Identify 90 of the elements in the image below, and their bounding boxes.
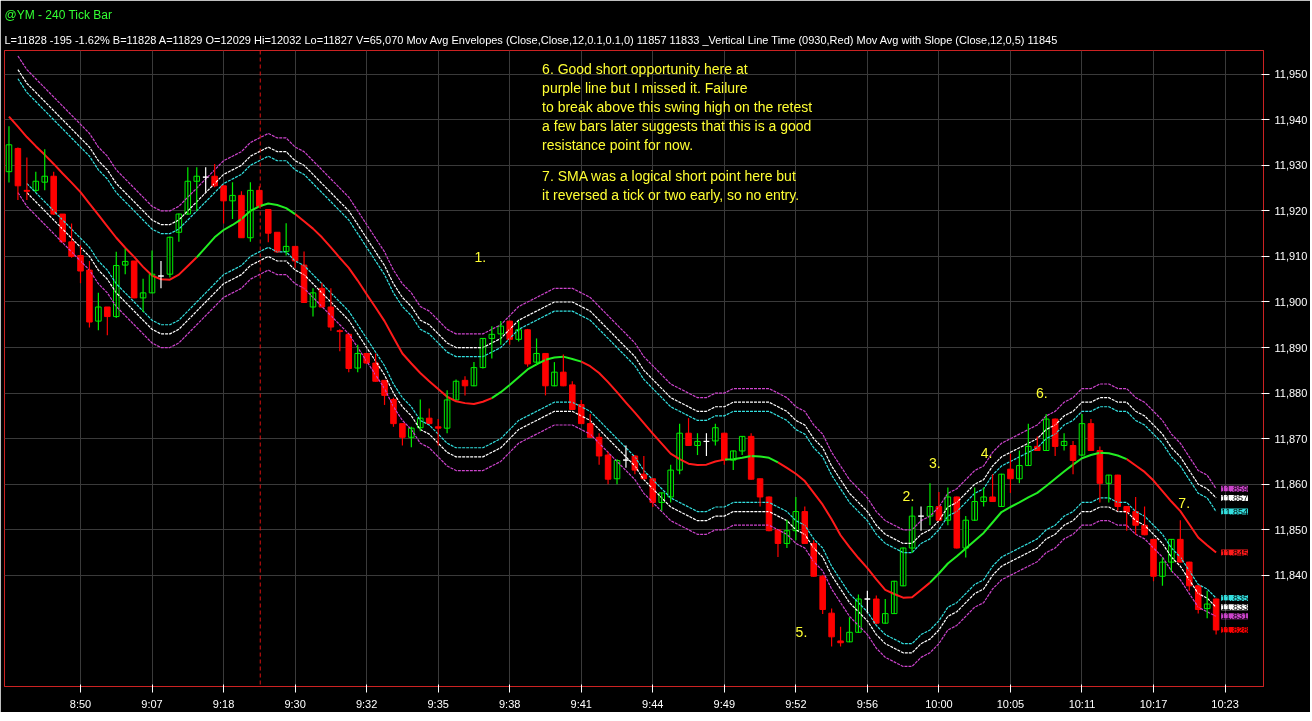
x-tick-label: 9:56 <box>856 697 879 710</box>
y-tick-label: 11,900 <box>1274 295 1308 308</box>
annotation: 3. <box>929 455 941 472</box>
x-tick-label: 10:00 <box>925 697 953 710</box>
y-tick-label: 11,860 <box>1274 478 1308 491</box>
candlestick <box>971 486 978 522</box>
x-tick-label: 8:50 <box>69 697 92 710</box>
data-label: 11,833 <box>1221 602 1248 613</box>
annotation: 6. <box>1036 385 1048 402</box>
data-label: 11,857 <box>1221 492 1248 503</box>
candlestick <box>890 580 898 615</box>
x-tick-label: 10:17 <box>1139 697 1168 710</box>
annotation: 7. SMA was a logical short point here but it reversed a tick or two early, so no entry. <box>542 167 800 203</box>
candlestick <box>1203 590 1211 619</box>
y-tick-label: 11,950 <box>1274 68 1308 81</box>
candlestick <box>273 231 281 254</box>
annotation: 1. <box>474 248 487 265</box>
annotation: 7. <box>1178 494 1191 511</box>
data-label: 11,835 <box>1221 593 1248 604</box>
candlestick <box>399 423 406 447</box>
y-tick-label: 11,920 <box>1274 204 1308 217</box>
candlestick <box>265 208 272 243</box>
candlestick <box>336 328 344 352</box>
candlestick <box>998 473 1005 508</box>
text: 11,828 <box>1221 625 1248 636</box>
candlestick <box>497 320 505 346</box>
candlestick <box>524 328 531 368</box>
x-tick-label: 9:18 <box>212 697 235 710</box>
candlestick <box>694 432 701 456</box>
y-tick-label: 11,940 <box>1274 113 1308 126</box>
candlestick <box>667 464 674 504</box>
x-tick-label: 9:49 <box>713 697 736 710</box>
candlestick <box>980 486 987 508</box>
candlestick <box>488 325 496 360</box>
candlestick <box>560 353 567 387</box>
y-tick-label: 11,840 <box>1274 569 1308 582</box>
annotation: 5. <box>795 624 808 641</box>
candlestick <box>881 598 889 625</box>
candlestick <box>1159 556 1166 587</box>
candlestick <box>434 418 442 447</box>
x-tick-label: 9:32 <box>355 697 378 710</box>
x-tick-label: 9:41 <box>570 697 592 710</box>
candlestick <box>685 417 692 447</box>
annotation: 2. <box>902 488 915 505</box>
candlestick <box>130 260 138 299</box>
x-tick-label: 9:30 <box>284 697 306 710</box>
candlestick <box>819 574 826 615</box>
y-tick-label: 11,890 <box>1274 341 1308 354</box>
candlestick <box>837 626 844 648</box>
candlestick <box>1114 474 1122 512</box>
candlestick <box>95 292 102 331</box>
candlestick <box>873 594 880 625</box>
candlestick <box>551 361 558 387</box>
data-label: 11,831 <box>1221 611 1248 622</box>
candlestick <box>1016 449 1023 484</box>
data-label: 11,845 <box>1221 547 1248 558</box>
x-tick-label: 9:07 <box>141 697 163 710</box>
candlestick <box>121 248 129 275</box>
x-tick-label: 9:35 <box>427 697 449 710</box>
data-label: 11,859 <box>1221 483 1248 494</box>
chart-title: @YM - 240 Tick Bar <box>4 7 113 22</box>
chart-subtitle: L=11828 -195 -1.62% B=11828 A=11829 O=12029 Hi=12032 Lo=11827 V=65,070 Mov Avg Envelopes (Close,Close,12,0.1,0.1,0) 11857 11833 _Vertical Line Time (0930,Red) Mov Avg with Slope (Close,12,0,5) 11845 <box>4 33 1058 46</box>
x-tick-label: 10:11 <box>1068 697 1096 710</box>
y-tick-label: 11,870 <box>1274 432 1308 445</box>
candlestick <box>354 344 361 373</box>
y-tick-label: 11,930 <box>1274 159 1308 172</box>
candlestick <box>846 616 853 643</box>
y-tick-label: 11,880 <box>1274 387 1308 400</box>
annotation: 4. <box>980 445 993 462</box>
x-tick-label: 10:23 <box>1211 697 1239 710</box>
x-tick-label: 9:44 <box>642 697 664 710</box>
candlestick <box>515 320 522 343</box>
candlestick <box>738 435 746 456</box>
data-label: 11,854 <box>1221 506 1248 517</box>
y-tick-label: 11,910 <box>1274 250 1308 263</box>
candlestick <box>989 473 996 503</box>
candlestick <box>104 306 111 336</box>
x-tick-label: 9:52 <box>785 697 807 710</box>
candlestick <box>345 333 353 373</box>
x-tick-label: 10:05 <box>996 697 1025 710</box>
candlestick <box>712 423 719 447</box>
candlestick <box>193 166 201 212</box>
candlestick <box>533 337 540 366</box>
candlestick <box>41 148 49 191</box>
y-tick-label: 11,850 <box>1274 523 1308 536</box>
candlestick <box>59 213 66 243</box>
candlestick <box>86 260 93 329</box>
annotation: 6. Good short opportunity here at purple line but I missed it. Failure to break above this swing high on the retest a few bars later suggests that this is a good resistance point for now. <box>542 60 813 154</box>
candlestick <box>1105 474 1113 504</box>
x-tick-label: 9:38 <box>499 697 521 710</box>
